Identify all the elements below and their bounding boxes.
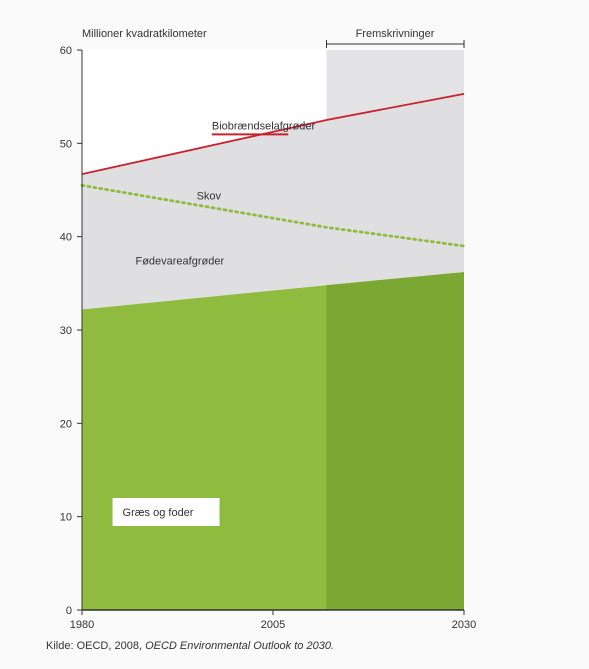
label-graes: Græs og foder <box>123 507 194 519</box>
xtick-label: 2030 <box>452 619 476 631</box>
area-graes-proj <box>326 272 464 610</box>
label-bio: Biobrændselafgrøder <box>212 120 316 132</box>
source-prefix: Kilde: OECD, 2008, <box>46 640 145 652</box>
chart-container: Millioner kvadratkilometer Fremskrivning… <box>0 0 589 669</box>
projection-label: Fremskrivninger <box>326 28 464 40</box>
ytick-label: 60 <box>60 45 72 57</box>
xtick-label: 1980 <box>70 619 94 631</box>
chart-svg: 0102030405060198020052030Biobrændselafgr… <box>0 0 589 669</box>
ytick-label: 40 <box>60 232 72 244</box>
ytick-label: 50 <box>60 138 72 150</box>
source-italic: OECD Environmental Outlook to 2030. <box>145 640 334 652</box>
ytick-label: 30 <box>60 325 72 337</box>
ytick-label: 20 <box>60 418 72 430</box>
label-fodevare: Fødevareafgrøder <box>135 256 224 268</box>
projection-label-text: Fremskrivninger <box>356 28 435 40</box>
xtick-label: 2005 <box>261 619 285 631</box>
chart-y-title: Millioner kvadratkilometer <box>82 28 207 40</box>
chart-y-title-text: Millioner kvadratkilometer <box>82 28 207 40</box>
label-skov: Skov <box>197 190 222 202</box>
ytick-label: 10 <box>60 512 72 524</box>
ytick-label: 0 <box>66 605 72 617</box>
chart-source: Kilde: OECD, 2008, OECD Environmental Ou… <box>46 640 334 652</box>
